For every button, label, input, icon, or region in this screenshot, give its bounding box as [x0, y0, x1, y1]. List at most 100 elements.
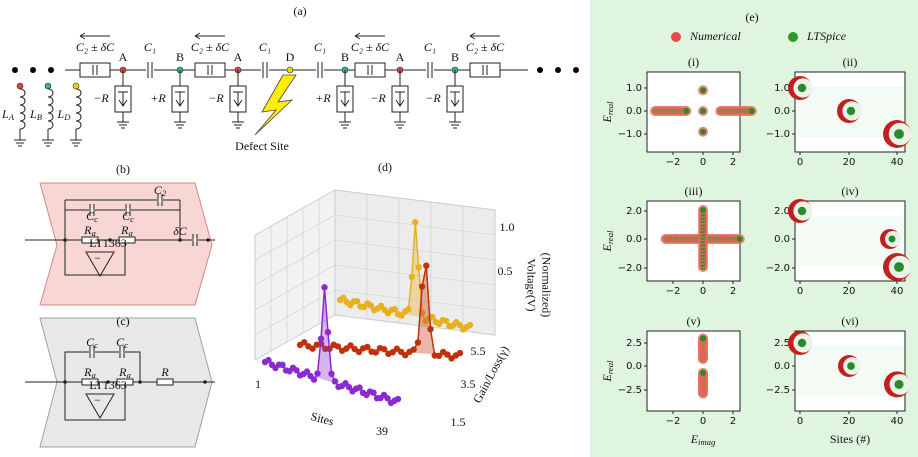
label: 0 — [797, 157, 803, 168]
nic-symbol — [450, 91, 460, 107]
ltspice-point — [700, 87, 706, 94]
trace-dot — [414, 339, 422, 346]
loop — [64, 200, 181, 210]
label: (b) — [116, 162, 130, 176]
resistor — [81, 378, 99, 386]
symbol: R — [83, 223, 92, 237]
trace-dot — [324, 328, 332, 336]
label: C₁ — [144, 40, 156, 54]
gap — [316, 68, 324, 72]
subscript: real — [605, 360, 615, 374]
grid-line — [254, 214, 336, 261]
label: −2 — [666, 157, 681, 168]
subscript: real — [605, 230, 615, 244]
label: (iii) — [685, 184, 703, 198]
junction — [63, 238, 67, 242]
trace-dot — [340, 294, 347, 301]
inductor-dot — [72, 82, 80, 90]
label: Numerical — [689, 29, 741, 43]
resistor — [81, 236, 99, 244]
trace-dot — [429, 313, 436, 321]
ltspice-core — [894, 379, 904, 389]
inductor-dot — [16, 82, 24, 90]
grid-line — [254, 264, 336, 311]
trace-dot — [423, 262, 430, 269]
ltspice-point — [683, 108, 690, 114]
trace-dot — [347, 342, 354, 349]
label: (d) — [378, 160, 392, 174]
label: B — [176, 50, 184, 64]
label: 0.0 — [626, 106, 642, 117]
sub-label: Ereal — [600, 101, 615, 124]
label: 2.5 — [626, 338, 642, 349]
trace-area — [265, 287, 398, 403]
trace-dot — [415, 264, 422, 271]
symbol: L — [29, 107, 37, 121]
capacitor-box — [469, 62, 501, 78]
sub-label: Ra — [83, 223, 96, 238]
nic-symbol — [340, 91, 350, 107]
opamp — [85, 393, 115, 419]
ellipsis-dot — [555, 67, 561, 73]
label: −R — [93, 91, 109, 105]
junction — [138, 380, 142, 384]
resistor — [116, 378, 134, 386]
trace-dot — [317, 335, 325, 342]
junction — [206, 238, 210, 242]
label: 0.0 — [774, 234, 790, 245]
label: −2.5 — [766, 385, 790, 396]
sub-label: Cc — [116, 335, 128, 350]
label: C₂ ± δC — [351, 40, 390, 54]
subscript: a — [92, 370, 96, 380]
trace-dot — [367, 302, 374, 309]
subscript: c — [94, 214, 98, 224]
ellipsis-dot — [48, 67, 54, 73]
label: −2 — [666, 286, 681, 297]
symbol: C — [86, 335, 95, 349]
label: 0.5 — [498, 264, 513, 278]
symbol: L — [1, 107, 9, 121]
sub-label: Ereal — [600, 230, 615, 253]
ltspice-core — [797, 83, 807, 93]
label: (v) — [687, 314, 701, 328]
junction — [178, 238, 182, 242]
label: 0.0 — [774, 106, 790, 117]
subscript: c — [124, 340, 128, 350]
label: C₁ — [259, 40, 271, 54]
label: B — [341, 50, 349, 64]
ltspice-core — [894, 129, 904, 139]
gap — [125, 208, 131, 212]
label: −2 — [666, 416, 681, 427]
symbol: R — [83, 365, 92, 379]
inductor-coil — [47, 88, 54, 130]
trace-dot — [310, 376, 318, 383]
subscript: c — [130, 214, 134, 224]
label: (c) — [116, 314, 129, 328]
label: LTSpice — [806, 29, 847, 43]
junction — [106, 380, 110, 384]
label: (a) — [293, 4, 306, 18]
label: 1.0 — [500, 220, 515, 234]
trace-dot — [372, 349, 379, 356]
symbol: R — [118, 365, 127, 379]
sub-label: Ereal — [600, 360, 615, 383]
ellipsis-dot — [30, 67, 36, 73]
symbol: E — [690, 432, 699, 446]
trace-dot — [389, 349, 396, 356]
junction — [203, 380, 207, 384]
ellipsis-dot — [573, 67, 579, 73]
trace-dot — [309, 345, 316, 352]
label: Sites (#) — [830, 432, 870, 446]
grid-line — [254, 289, 336, 336]
symbol: E — [600, 373, 614, 382]
label: 0.0 — [626, 234, 642, 245]
ltspice-core — [847, 362, 855, 370]
subscript: real — [605, 101, 615, 115]
label: +R — [315, 91, 331, 105]
symbol: C — [122, 209, 131, 223]
symbol: C — [154, 183, 163, 197]
ellipsis-dot — [537, 67, 543, 73]
sub-label: C2 — [154, 183, 167, 198]
trace-dot — [412, 219, 419, 226]
